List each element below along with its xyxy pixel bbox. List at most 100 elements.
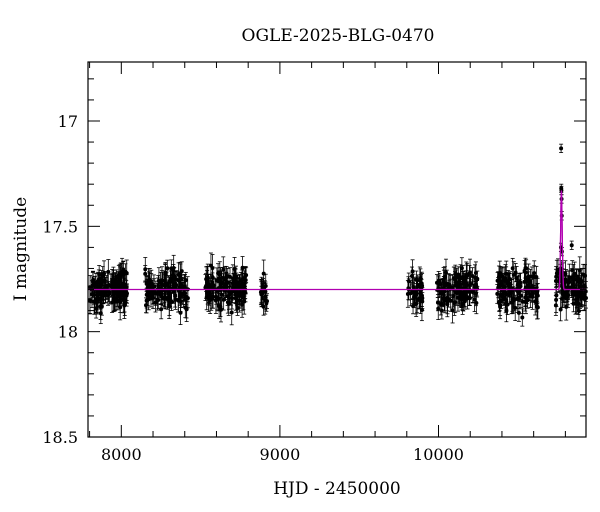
- axes: 8000 9000 10000 17 17.5 18 18.5: [42, 62, 586, 464]
- data-point: [418, 276, 423, 281]
- data-point: [121, 267, 126, 272]
- data-point: [411, 284, 416, 289]
- data-point: [470, 290, 475, 295]
- x-tick-label: 9000: [260, 445, 301, 464]
- data-point: [167, 304, 172, 309]
- data-point: [217, 276, 222, 281]
- data-point: [163, 272, 168, 277]
- x-tick-label: 10000: [413, 445, 464, 464]
- data-point: [159, 293, 164, 298]
- data-point: [222, 288, 227, 293]
- data-point: [577, 277, 582, 282]
- data-point: [263, 294, 268, 299]
- data-point: [235, 305, 240, 310]
- data-point: [151, 292, 156, 297]
- data-point: [165, 266, 170, 271]
- data-point: [157, 286, 162, 291]
- data-point: [473, 270, 478, 275]
- data-point: [513, 305, 518, 310]
- data-point: [419, 293, 424, 298]
- data-point: [102, 278, 107, 283]
- data-point: [467, 296, 472, 301]
- data-point: [511, 297, 516, 302]
- data-points: [87, 143, 588, 327]
- data-point: [554, 274, 559, 279]
- data-point: [173, 281, 178, 286]
- data-point: [563, 292, 568, 297]
- data-point: [463, 290, 468, 295]
- data-point: [143, 303, 148, 308]
- data-point: [204, 295, 209, 300]
- data-point: [530, 294, 535, 299]
- data-point: [455, 295, 460, 300]
- data-point: [415, 284, 420, 289]
- data-point: [459, 292, 464, 297]
- data-point: [92, 299, 97, 304]
- data-point: [467, 271, 472, 276]
- data-point: [566, 278, 571, 283]
- data-point: [98, 285, 103, 290]
- data-point: [472, 297, 477, 302]
- data-point: [535, 290, 540, 295]
- data-point: [177, 289, 182, 294]
- data-point: [228, 274, 233, 279]
- x-tick-label: 8000: [101, 445, 142, 464]
- data-point: [111, 297, 116, 302]
- data-point: [159, 307, 164, 312]
- data-point: [117, 288, 122, 293]
- x-axis-label: HJD - 2450000: [273, 479, 401, 499]
- data-point: [454, 280, 459, 285]
- data-point: [507, 277, 512, 282]
- data-point: [96, 295, 101, 300]
- data-point: [115, 293, 120, 298]
- data-point: [113, 282, 118, 287]
- data-point: [515, 282, 520, 287]
- data-point: [518, 293, 523, 298]
- data-point: [502, 277, 507, 282]
- data-point: [229, 310, 234, 315]
- data-point: [459, 266, 464, 271]
- data-point: [578, 292, 583, 297]
- data-point: [183, 278, 188, 283]
- data-point: [525, 298, 530, 303]
- data-point: [106, 269, 111, 274]
- data-point: [178, 310, 183, 315]
- data-point: [211, 294, 216, 299]
- model-curve: [88, 190, 586, 291]
- data-point: [214, 294, 219, 299]
- model-line: [88, 191, 586, 291]
- data-point: [205, 275, 210, 280]
- data-point: [240, 276, 245, 281]
- data-point: [439, 289, 444, 294]
- data-point: [558, 307, 563, 312]
- data-point: [570, 268, 575, 273]
- data-point: [87, 298, 92, 303]
- data-point: [503, 301, 508, 306]
- data-point: [177, 293, 182, 298]
- data-point: [261, 271, 266, 276]
- data-point: [235, 283, 240, 288]
- data-point: [232, 267, 237, 272]
- data-point: [503, 297, 508, 302]
- data-point: [101, 292, 106, 297]
- data-point: [452, 300, 457, 305]
- data-point: [406, 279, 411, 284]
- data-point: [497, 299, 502, 304]
- data-point: [171, 276, 176, 281]
- data-point: [225, 300, 230, 305]
- data-point: [156, 297, 161, 302]
- data-point: [144, 298, 149, 303]
- data-point: [520, 299, 525, 304]
- data-point: [143, 267, 148, 272]
- data-point: [554, 271, 559, 276]
- data-point: [437, 282, 442, 287]
- data-point: [242, 284, 247, 289]
- data-point: [90, 279, 95, 284]
- data-point: [524, 266, 529, 271]
- data-point: [260, 291, 265, 296]
- data-point: [237, 298, 242, 303]
- data-point: [569, 243, 574, 248]
- data-point: [244, 273, 249, 278]
- data-point: [553, 303, 558, 308]
- y-tick-label: 18.5: [42, 428, 78, 447]
